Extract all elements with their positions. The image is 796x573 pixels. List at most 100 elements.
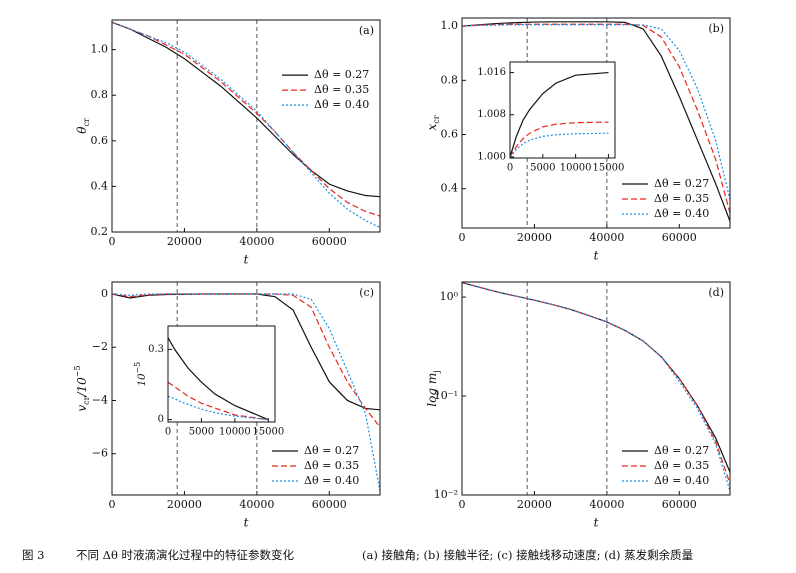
- y-axis-label: xcr: [425, 115, 441, 130]
- y-tick-label: 1.000: [477, 151, 506, 162]
- frame-outline: [461, 281, 731, 496]
- panel-label: (a): [359, 24, 374, 37]
- series-line: [167, 337, 269, 421]
- caption-title: 不同 Δθ 时液滴演化过程中的特征参数变化: [76, 548, 295, 562]
- y-axis-label-part: x: [425, 124, 439, 131]
- y-tick-label: 0.3: [148, 344, 164, 355]
- x-tick-label: 20000: [517, 498, 552, 511]
- legend-label: Δθ = 0.35: [654, 459, 709, 472]
- y-tick-label: 0.4: [91, 179, 109, 192]
- y-tick-label: 0.2: [91, 225, 109, 238]
- y-tick-label: 1.008: [477, 109, 506, 120]
- legend-label: Δθ = 0.27: [654, 444, 709, 457]
- y-axis-label-part: cr: [82, 118, 91, 126]
- y-axis-label-part: j: [432, 370, 441, 373]
- x-tick-label: 60000: [312, 235, 347, 248]
- x-tick-label: 40000: [239, 235, 274, 248]
- series-line: [111, 21, 381, 198]
- x-tick-label: 40000: [239, 498, 274, 511]
- x-tick-label: 0: [507, 163, 513, 174]
- frame-outline: [111, 19, 381, 233]
- series-line: [167, 395, 269, 421]
- legend-label: Δθ = 0.27: [314, 68, 369, 81]
- y-axis-label-part: cr: [432, 115, 441, 123]
- inset-frame: [167, 325, 276, 423]
- series-line: [461, 282, 731, 492]
- y-axis-label: 10−5: [133, 362, 148, 387]
- legend-label: Δθ = 0.40: [304, 474, 359, 487]
- x-tick-label: 0: [165, 427, 171, 438]
- x-tick-label: 60000: [662, 231, 697, 244]
- x-tick-label: 5000: [189, 427, 214, 438]
- legend-label: Δθ = 0.27: [304, 444, 359, 457]
- x-tick-label: 20000: [167, 498, 202, 511]
- x-tick-label: 40000: [589, 498, 624, 511]
- y-tick-label: 10⁰: [440, 290, 459, 303]
- y-axis-label-part: /10: [75, 377, 89, 398]
- legend-label: Δθ = 0.40: [654, 474, 709, 487]
- plot-frame: [111, 19, 381, 233]
- y-axis-label: vcr/10−5: [73, 365, 91, 411]
- y-axis-label-part: θ: [75, 126, 89, 134]
- legend-label: Δθ = 0.40: [654, 207, 709, 220]
- y-tick-label: 1.016: [477, 67, 506, 78]
- panel-label: (d): [708, 286, 724, 299]
- x-tick-label: 10000: [560, 163, 592, 174]
- legend-label: Δθ = 0.35: [654, 192, 709, 205]
- x-tick-label: 20000: [167, 235, 202, 248]
- y-axis-label-part: v: [75, 405, 89, 412]
- legend-label: Δθ = 0.35: [304, 459, 359, 472]
- frame-outline: [509, 61, 616, 159]
- x-tick-label: 40000: [589, 231, 624, 244]
- x-axis-label: t: [594, 249, 599, 263]
- y-tick-label: 0.8: [441, 73, 459, 86]
- series-line: [461, 21, 731, 222]
- y-axis-label-part: cr: [82, 396, 91, 404]
- x-tick-label: 15000: [252, 427, 284, 438]
- series-line: [509, 71, 609, 158]
- x-axis-label: t: [594, 516, 599, 530]
- legend-label: Δθ = 0.27: [654, 177, 709, 190]
- y-tick-label: 1.0: [91, 43, 109, 56]
- y-tick-label: 0.4: [441, 182, 459, 195]
- x-tick-label: 60000: [312, 498, 347, 511]
- y-tick-label: 0.6: [441, 128, 459, 141]
- x-tick-label: 0: [109, 498, 116, 511]
- series-line: [509, 121, 609, 158]
- y-axis-label: log mj: [425, 370, 441, 406]
- series-line: [167, 381, 269, 421]
- legend-label: Δθ = 0.40: [314, 98, 369, 111]
- y-tick-label: −2: [92, 340, 108, 353]
- x-tick-label: 0: [459, 498, 466, 511]
- y-tick-label: 10⁻²: [434, 488, 458, 501]
- series-line: [461, 24, 731, 200]
- inset-frame: [509, 61, 616, 159]
- series-line: [111, 293, 381, 492]
- series-line: [111, 21, 381, 217]
- x-tick-label: 10000: [219, 427, 251, 438]
- frame-outline: [111, 281, 381, 496]
- series-line: [509, 132, 609, 158]
- series-line: [111, 21, 381, 228]
- y-tick-label: 0.6: [91, 134, 109, 147]
- caption-parts: (a) 接触角; (b) 接触半径; (c) 接触线移动速度; (d) 蒸发剩余…: [362, 548, 693, 562]
- x-axis-label: t: [244, 516, 249, 530]
- panel-label: (b): [708, 22, 724, 35]
- y-axis-label: θcr: [75, 118, 91, 134]
- y-tick-label: −4: [92, 393, 108, 406]
- y-tick-label: 0: [101, 287, 108, 300]
- x-tick-label: 60000: [662, 498, 697, 511]
- x-tick-label: 0: [459, 231, 466, 244]
- y-axis-label-part: log m: [425, 373, 439, 407]
- x-tick-label: 5000: [530, 163, 555, 174]
- y-tick-label: 1.0: [441, 19, 459, 32]
- y-axis-label-part: −5: [133, 362, 142, 374]
- x-tick-label: 20000: [517, 231, 552, 244]
- x-tick-label: 15000: [593, 163, 625, 174]
- x-axis-label: t: [244, 253, 249, 267]
- caption-number: 图 3: [22, 548, 44, 562]
- y-axis-label-part: −5: [73, 365, 82, 377]
- y-tick-label: 0.8: [91, 88, 109, 101]
- legend-label: Δθ = 0.35: [314, 83, 369, 96]
